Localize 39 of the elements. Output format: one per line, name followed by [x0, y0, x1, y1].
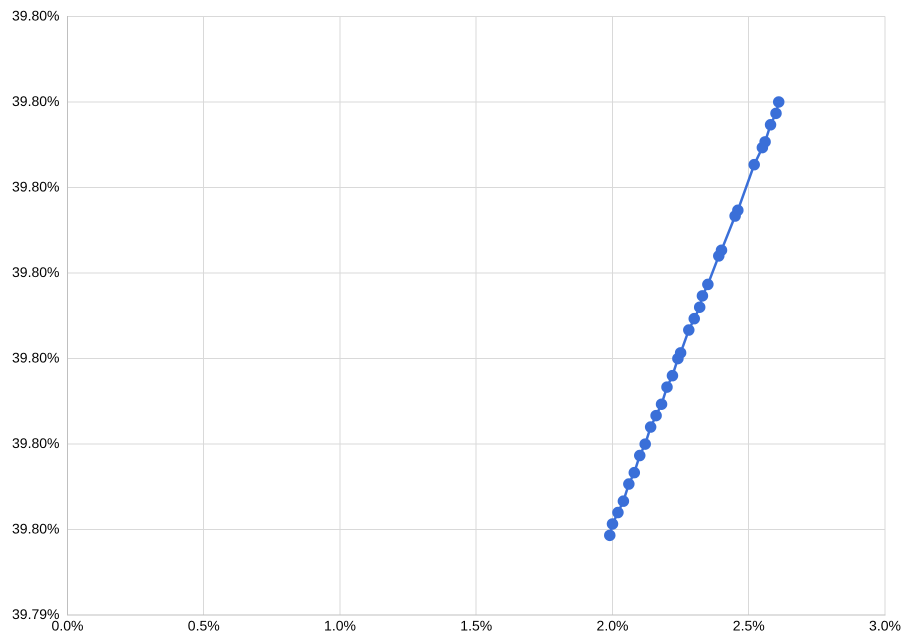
point: [639, 438, 651, 450]
point: [702, 278, 714, 290]
point: [634, 450, 646, 462]
point: [666, 370, 678, 382]
point: [696, 290, 708, 302]
x-tick-label: 2.0%: [596, 617, 628, 634]
y-tick-label: 39.80%: [12, 264, 60, 280]
point: [612, 506, 624, 518]
point: [683, 324, 695, 336]
point: [650, 410, 662, 422]
y-tick-label: 39.80%: [12, 349, 60, 366]
point: [623, 478, 635, 490]
point: [694, 301, 706, 313]
point: [656, 398, 668, 410]
point: [688, 312, 700, 324]
point: [770, 108, 782, 120]
point: [661, 381, 673, 393]
y-tick-label: 39.80%: [12, 434, 60, 451]
x-tick-label: 2.5%: [732, 617, 765, 634]
point: [748, 158, 760, 170]
y-tick-label: 39.80%: [12, 92, 60, 109]
x-tick-label: 0.5%: [188, 617, 220, 634]
point: [732, 204, 744, 216]
point: [618, 495, 630, 507]
point: [716, 244, 728, 256]
x-tick-label: 3.0%: [869, 617, 901, 634]
y-tick-label: 39.80%: [12, 520, 60, 537]
x-tick-label: 1.5%: [460, 617, 492, 634]
point: [628, 466, 640, 478]
point: [604, 530, 616, 542]
point: [759, 136, 771, 148]
point: [644, 421, 656, 433]
y-tick-label: 39.80%: [12, 178, 60, 194]
y-tick-label: 39.80%: [12, 7, 60, 24]
point: [764, 119, 776, 131]
point: [772, 96, 784, 108]
point: [674, 347, 686, 359]
x-tick-label: 1.0%: [324, 617, 356, 634]
point: [606, 518, 618, 530]
